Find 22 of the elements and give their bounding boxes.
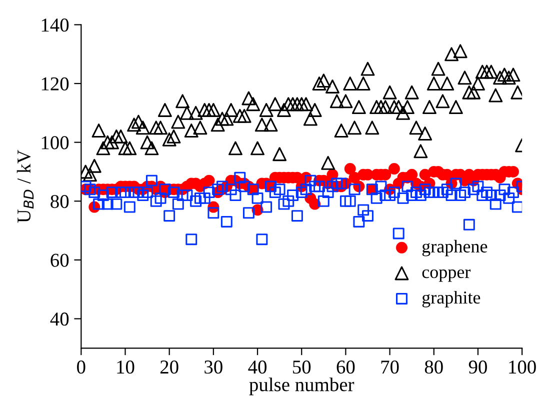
x-tick-label: 60 [336, 360, 355, 374]
x-tick-label: 100 [509, 360, 536, 374]
x-axis-title: pulse number [249, 378, 354, 396]
x-tick-label: 10 [117, 360, 134, 374]
legend-label: copper [422, 269, 471, 282]
x-tick-label: 70 [381, 360, 399, 374]
x-tick-label: 40 [248, 360, 266, 374]
y-tick-label: 40 [50, 312, 69, 326]
y-axis-title: U$_{BD}$ / kV [16, 150, 34, 223]
y-tick-label: 120 [42, 77, 69, 90]
x-tick-label: 0 [77, 360, 86, 374]
y-tick-label: 80 [50, 194, 69, 208]
y-tick-label: 60 [50, 254, 69, 267]
x-tick-label: 80 [424, 360, 443, 374]
x-tick-label: 30 [204, 360, 222, 374]
y-tick-label: 140 [42, 18, 69, 32]
legend-label: graphite [422, 290, 480, 308]
x-tick-label: 20 [160, 360, 178, 374]
x-tick-label: 50 [293, 360, 311, 374]
legend-label: graphene [422, 240, 488, 256]
x-tick-label: 90 [468, 360, 487, 374]
y-tick-label: 100 [42, 136, 69, 150]
